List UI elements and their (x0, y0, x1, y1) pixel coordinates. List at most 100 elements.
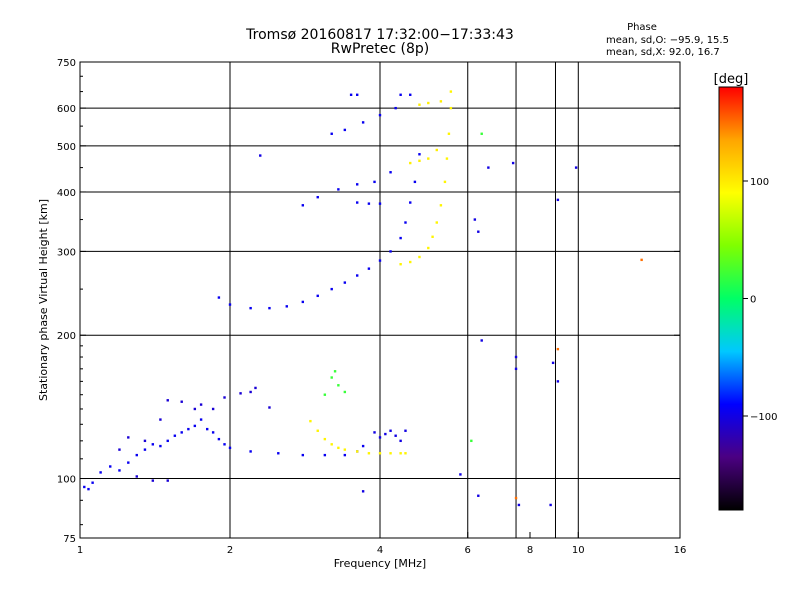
data-point (367, 452, 371, 455)
data-point (199, 418, 203, 421)
x-tick-label: 8 (527, 545, 533, 556)
data-point (127, 461, 130, 464)
data-point (193, 407, 197, 411)
axis-ticks: 1 2 4 6 8 10 16 75 100 200 300 400 500 600 750 (57, 58, 686, 556)
grid-lines (80, 62, 680, 538)
data-point (135, 453, 138, 457)
data-point (399, 263, 402, 266)
series-f2-echoes (301, 93, 412, 207)
data-point (301, 453, 305, 457)
data-point (268, 306, 271, 310)
data-point (166, 439, 169, 443)
data-point (259, 154, 262, 157)
x-tick-label: 2 (227, 545, 233, 556)
data-point (480, 132, 483, 135)
data-point (361, 121, 365, 124)
data-point (309, 419, 312, 423)
data-point (316, 429, 319, 432)
data-point (418, 103, 421, 106)
data-point (447, 132, 451, 135)
data-point (268, 406, 271, 409)
data-point (83, 485, 86, 489)
colorbar-tick-label: 100 (750, 177, 769, 188)
data-point (355, 274, 359, 277)
data-point (449, 90, 453, 93)
data-point (343, 281, 347, 284)
data-point (389, 452, 392, 455)
data-point (418, 153, 421, 156)
data-point (355, 93, 359, 96)
data-point (373, 431, 376, 434)
colorbar-ticks: 100 0 −100 (743, 177, 777, 423)
phase-stats-title: Phase (627, 22, 657, 33)
data-point (211, 407, 215, 411)
data-point (418, 159, 421, 163)
data-point (249, 450, 252, 453)
data-point (159, 444, 162, 448)
data-point (427, 101, 430, 105)
data-point (323, 393, 327, 396)
data-point (473, 218, 477, 221)
colorbar-label: [deg] (714, 72, 749, 87)
series-f-region-o-trace (217, 153, 421, 310)
data-point (404, 452, 407, 455)
data-point (511, 161, 515, 165)
y-tick-label: 200 (57, 331, 76, 342)
data-point (187, 427, 190, 431)
data-point (361, 444, 365, 448)
data-point (556, 380, 560, 383)
data-point (135, 475, 138, 478)
data-point (349, 93, 353, 96)
data-point (549, 503, 552, 507)
series-e-region-o-trace (83, 418, 365, 491)
data-point (459, 473, 462, 476)
data-point (556, 347, 560, 351)
data-point (361, 490, 365, 493)
data-point (378, 113, 382, 117)
data-point (399, 452, 402, 455)
data-point (343, 390, 347, 394)
chart-subtitle: RwPretec (8p) (331, 41, 429, 57)
data-point (394, 434, 397, 437)
data-point (389, 250, 392, 253)
data-point (228, 303, 232, 306)
y-tick-label: 300 (57, 247, 76, 258)
data-point (323, 437, 327, 441)
series-sporadic-green (323, 132, 483, 443)
data-point (316, 294, 319, 298)
x-tick-label: 16 (674, 545, 687, 556)
data-point (301, 300, 305, 304)
data-point (109, 465, 112, 468)
data-point (556, 198, 560, 202)
data-point (173, 434, 177, 437)
data-point (404, 429, 407, 432)
series-sporadic (259, 154, 578, 507)
data-point (118, 448, 121, 451)
data-point (330, 132, 333, 135)
x-tick-label: 1 (77, 545, 83, 556)
data-point (435, 221, 438, 224)
data-point (223, 443, 226, 446)
y-tick-label: 750 (57, 58, 76, 69)
data-point (477, 494, 480, 497)
data-point (205, 427, 209, 431)
data-point (551, 361, 555, 365)
data-point (337, 188, 340, 191)
data-point (445, 157, 449, 160)
data-point (239, 392, 242, 395)
data-point (193, 424, 197, 428)
data-point (211, 431, 215, 434)
data-point (99, 471, 102, 474)
data-point (427, 246, 430, 250)
phase-stats-x: mean, sd,X: 92.0, 16.7 (606, 47, 720, 58)
series-es-o-trace-high (373, 429, 407, 443)
y-tick-label: 600 (57, 104, 76, 115)
data-point (514, 355, 518, 359)
data-point (435, 148, 438, 152)
data-point (399, 236, 402, 240)
data-point (439, 204, 443, 207)
data-point (355, 450, 359, 453)
data-point (378, 202, 382, 205)
data-point (399, 93, 402, 96)
